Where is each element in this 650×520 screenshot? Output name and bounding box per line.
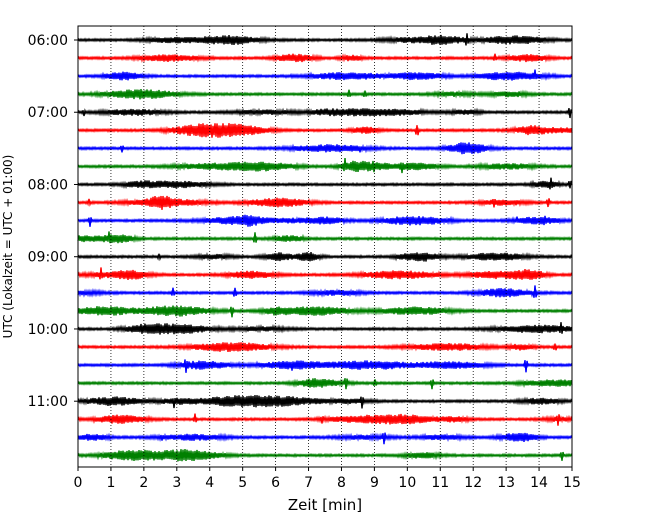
x-tick-label: 3 (172, 475, 181, 491)
trace-group (77, 33, 573, 462)
trace-0815 (77, 195, 573, 210)
x-axis-label: Zeit [min] (288, 496, 362, 514)
trace-1145 (77, 448, 573, 462)
trace-1115 (77, 413, 573, 426)
y-tick-label: 09:00 (28, 250, 68, 266)
trace-1100 (77, 395, 573, 409)
x-tick-label: 4 (205, 475, 214, 491)
x-tick-label: 7 (304, 475, 313, 491)
trace-0715 (77, 123, 573, 138)
trace-0945 (77, 305, 573, 318)
trace-0915 (77, 267, 573, 281)
x-tick-label: 11 (431, 475, 449, 491)
trace-0630 (77, 69, 573, 81)
x-tick-label: 0 (74, 475, 83, 491)
x-tick-label: 5 (238, 475, 247, 491)
x-tick-label: 15 (563, 475, 581, 491)
x-tick-label: 12 (464, 475, 482, 491)
trace-1030 (77, 359, 573, 373)
trace-1015 (77, 342, 573, 352)
y-tick-label: 11:00 (28, 394, 68, 410)
x-tick-label: 14 (530, 475, 548, 491)
x-tick-label: 6 (271, 475, 280, 491)
x-tick-label: 8 (337, 475, 346, 491)
trace-0845 (77, 231, 573, 244)
trace-0745 (77, 158, 573, 174)
trace-0900 (77, 251, 573, 262)
x-axis-ticks: 0 1 2 3 4 5 6 7 8 9 10 11 12 13 14 15 (74, 467, 581, 491)
y-axis-label: UTC (Lokalzeit = UTC + 01:00) (1, 155, 15, 339)
trace-1130 (77, 432, 573, 445)
trace-0800 (77, 177, 573, 190)
y-tick-label: 08:00 (28, 177, 68, 193)
trace-0700 (77, 107, 573, 119)
x-tick-label: 9 (370, 475, 379, 491)
x-tick-label: 2 (139, 475, 148, 491)
trace-0615 (77, 53, 573, 64)
trace-0645 (77, 88, 573, 100)
x-tick-label: 10 (398, 475, 416, 491)
y-tick-label: 10:00 (28, 322, 68, 338)
plot-frame (77, 25, 573, 468)
trace-1045 (77, 378, 573, 390)
trace-0600 (77, 33, 573, 46)
trace-0830 (77, 214, 573, 227)
x-tick-label: 13 (497, 475, 515, 491)
trace-0930 (77, 285, 573, 298)
trace-0730 (77, 142, 573, 155)
x-tick-label: 1 (106, 475, 115, 491)
trace-1000 (77, 322, 573, 335)
y-tick-label: 07:00 (28, 105, 68, 121)
y-axis-ticks: 06:00 07:00 08:00 09:00 10:00 11:00 (28, 33, 78, 410)
y-tick-label: 06:00 (28, 33, 68, 49)
